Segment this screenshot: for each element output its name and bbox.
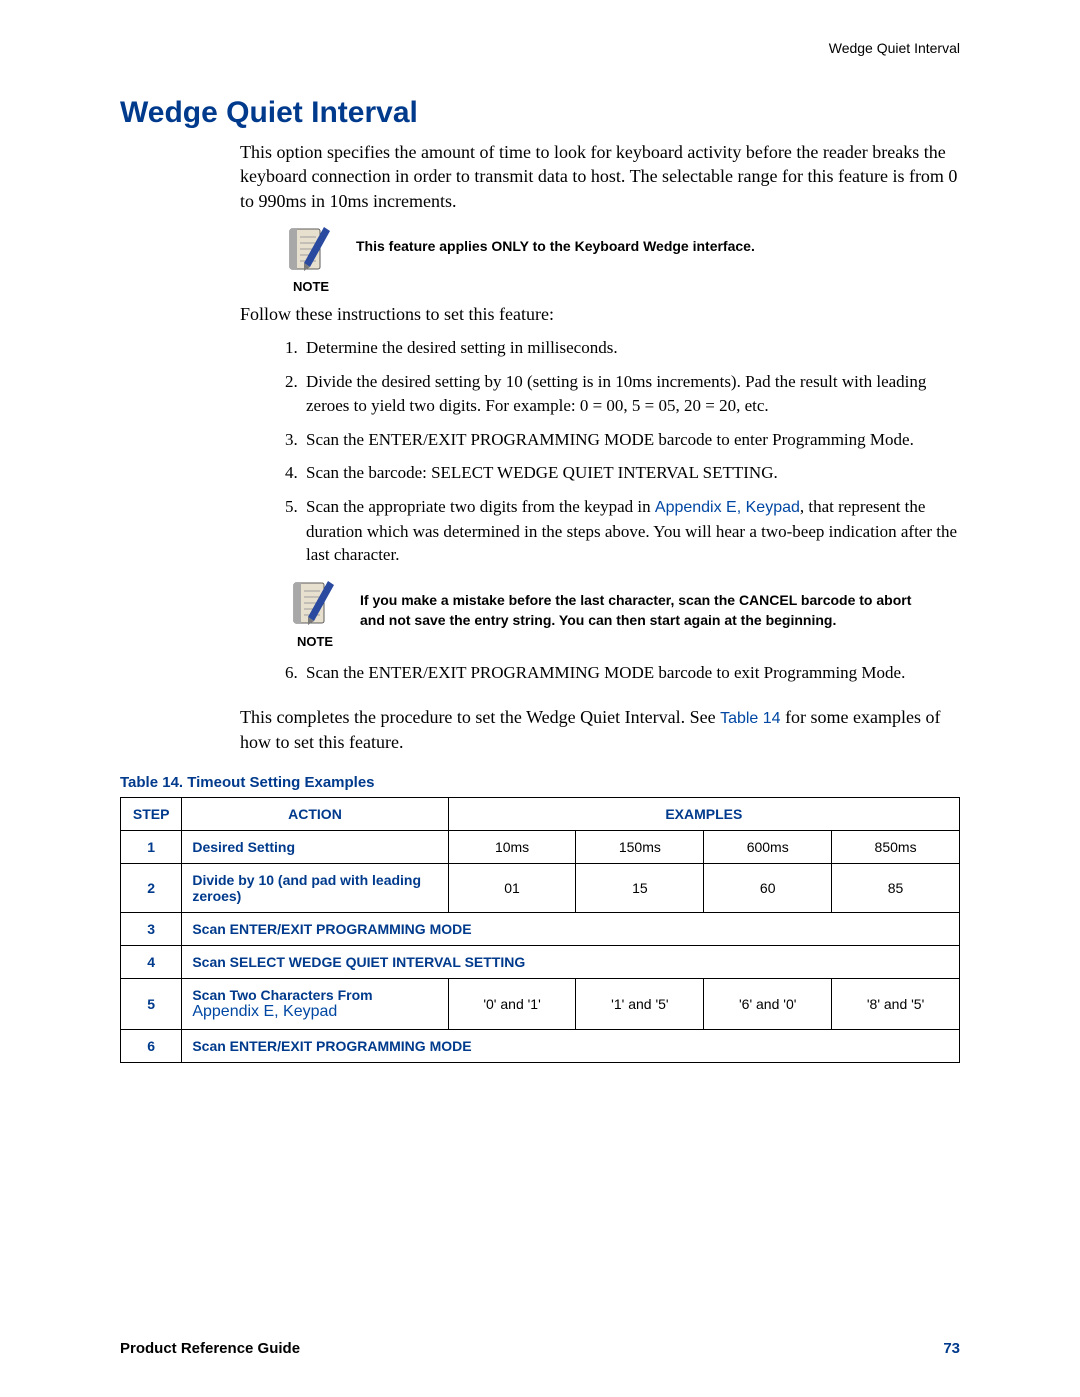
cell-ex: 850ms <box>832 831 960 864</box>
cell-action-span: Scan SELECT WEDGE QUIET INTERVAL SETTING <box>182 946 960 979</box>
timeout-examples-table: STEP ACTION EXAMPLES 1 Desired Setting 1… <box>120 797 960 1063</box>
page-footer: Product Reference Guide 73 <box>120 1340 960 1357</box>
intro-paragraph: This option specifies the amount of time… <box>240 140 960 213</box>
cell-ex: 15 <box>576 864 704 913</box>
note-text: If you make a mistake before the last ch… <box>360 577 920 630</box>
table-row: 1 Desired Setting 10ms 150ms 600ms 850ms <box>121 831 960 864</box>
cell-ex: 600ms <box>704 831 832 864</box>
cell-step: 1 <box>121 831 182 864</box>
note-icon-column: NOTE <box>284 577 346 651</box>
cell-action-span: Scan ENTER/EXIT PROGRAMMING MODE <box>182 913 960 946</box>
cell-ex: 10ms <box>448 831 576 864</box>
cell-action-span: Scan ENTER/EXIT PROGRAMMING MODE <box>182 1030 960 1063</box>
table-caption: Table 14. Timeout Setting Examples <box>120 774 960 791</box>
cell-ex: '8' and '5' <box>832 979 960 1030</box>
cell-ex: '0' and '1' <box>448 979 576 1030</box>
footer-page-number: 73 <box>943 1340 960 1357</box>
step-6: Scan the ENTER/EXIT PROGRAMMING MODE bar… <box>302 661 960 685</box>
section-title: Wedge Quiet Interval <box>120 96 960 130</box>
cell-ex: '6' and '0' <box>704 979 832 1030</box>
instruction-list: Determine the desired setting in millise… <box>280 336 960 685</box>
th-examples: EXAMPLES <box>448 798 959 831</box>
table-link[interactable]: Table 14 <box>720 710 781 727</box>
table-row: 3 Scan ENTER/EXIT PROGRAMMING MODE <box>121 913 960 946</box>
follow-text: Follow these instructions to set this fe… <box>240 302 960 326</box>
footer-left: Product Reference Guide <box>120 1340 300 1357</box>
cell-ex: 85 <box>832 864 960 913</box>
step-5-text-a: Scan the appropriate two digits from the… <box>306 497 655 516</box>
cell-step: 6 <box>121 1030 182 1063</box>
note-label: NOTE <box>293 279 329 294</box>
step-2: Divide the desired setting by 10 (settin… <box>302 370 960 418</box>
step-3: Scan the ENTER/EXIT PROGRAMMING MODE bar… <box>302 428 960 452</box>
notepad-pen-icon <box>284 223 338 277</box>
cell-step: 4 <box>121 946 182 979</box>
page-header-right: Wedge Quiet Interval <box>120 40 960 56</box>
appendix-link-table[interactable]: Appendix E, Keypad <box>192 1003 337 1020</box>
table-row: 2 Divide by 10 (and pad with leading zer… <box>121 864 960 913</box>
cell-action: Divide by 10 (and pad with leading zeroe… <box>182 864 448 913</box>
note-block-1: NOTE This feature applies ONLY to the Ke… <box>280 223 960 294</box>
cell-action-a: Scan Two Characters From <box>192 987 372 1003</box>
note-icon-column: NOTE <box>280 223 342 294</box>
cell-step: 3 <box>121 913 182 946</box>
cell-ex: '1' and '5' <box>576 979 704 1030</box>
note-block-2: NOTE If you make a mistake before the la… <box>284 577 960 651</box>
notepad-pen-icon <box>288 577 342 631</box>
cell-ex: 150ms <box>576 831 704 864</box>
appendix-link[interactable]: Appendix E, Keypad <box>655 499 800 516</box>
cell-ex: 60 <box>704 864 832 913</box>
cell-step: 2 <box>121 864 182 913</box>
note-block-2-wrapper: NOTE If you make a mistake before the la… <box>280 577 960 651</box>
cell-action: Desired Setting <box>182 831 448 864</box>
cell-ex: 01 <box>448 864 576 913</box>
step-4: Scan the barcode: SELECT WEDGE QUIET INT… <box>302 461 960 485</box>
closing-paragraph: This completes the procedure to set the … <box>240 705 960 754</box>
cell-action: Scan Two Characters From Appendix E, Key… <box>182 979 448 1030</box>
step-1: Determine the desired setting in millise… <box>302 336 960 360</box>
table-header-row: STEP ACTION EXAMPLES <box>121 798 960 831</box>
table-row: 5 Scan Two Characters From Appendix E, K… <box>121 979 960 1030</box>
note-text: This feature applies ONLY to the Keyboar… <box>356 223 755 257</box>
th-step: STEP <box>121 798 182 831</box>
closing-a: This completes the procedure to set the … <box>240 707 720 727</box>
step-5: Scan the appropriate two digits from the… <box>302 495 960 567</box>
cell-step: 5 <box>121 979 182 1030</box>
note-label: NOTE <box>297 633 333 651</box>
th-action: ACTION <box>182 798 448 831</box>
table-row: 6 Scan ENTER/EXIT PROGRAMMING MODE <box>121 1030 960 1063</box>
table-row: 4 Scan SELECT WEDGE QUIET INTERVAL SETTI… <box>121 946 960 979</box>
